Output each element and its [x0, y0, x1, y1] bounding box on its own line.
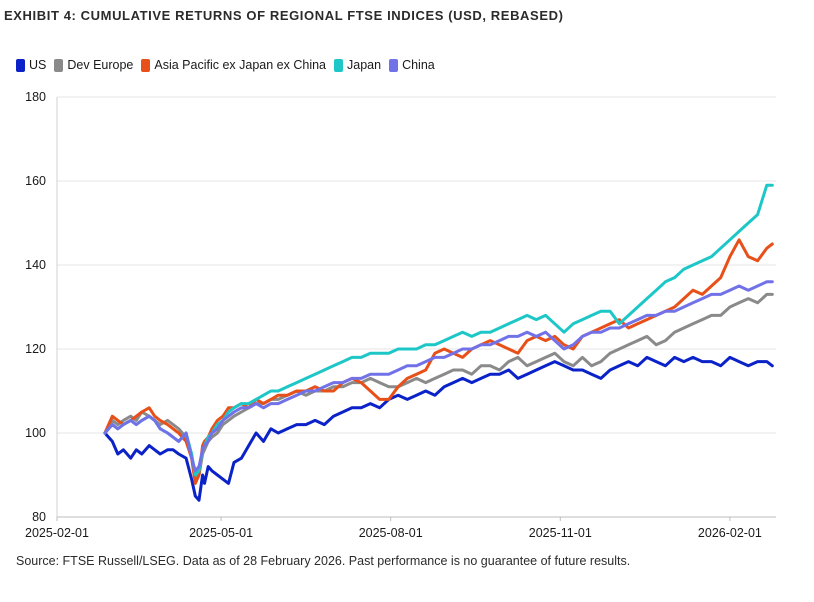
y-tick-label: 100 [25, 426, 46, 440]
legend-swatch [141, 58, 151, 72]
y-tick-label: 120 [25, 342, 46, 356]
y-tick-label: 180 [25, 90, 46, 104]
x-tick-label: 2025-02-01 [25, 526, 89, 540]
chart-title: EXHIBIT 4: CUMULATIVE RETURNS OF REGIONA… [4, 8, 564, 23]
legend-swatch [389, 58, 399, 72]
legend-label: US [29, 58, 47, 72]
legend-swatch [16, 58, 25, 72]
legend-swatch [334, 58, 344, 72]
legend: US Dev Europe Asia Pacific ex Japan ex Chi… [16, 58, 443, 72]
x-tick-label: 2026-02-01 [698, 526, 762, 540]
series-line-japan [103, 183, 774, 477]
legend-label: Dev Europe [67, 58, 134, 72]
source-note: Source: FTSE Russell/LSEG. Data as of 28… [16, 554, 631, 568]
legend-item: US [16, 58, 46, 72]
legend-swatch [54, 58, 64, 72]
legend-label: Asia Pacific ex Japan ex China [154, 58, 327, 72]
series-line-dev-europe [103, 292, 774, 481]
legend-label: Japan [347, 58, 382, 72]
x-tick-label: 2025-05-01 [189, 526, 253, 540]
series-line-us [103, 355, 774, 502]
y-tick-label: 140 [25, 258, 46, 272]
x-tick-label: 2025-11-01 [529, 526, 592, 540]
legend-item: Japan [334, 58, 381, 72]
y-tick-label: 80 [32, 510, 46, 524]
series-line-china [103, 280, 774, 473]
y-tick-label: 160 [25, 174, 46, 188]
legend-item: Dev Europe [54, 58, 133, 72]
legend-item: Asia Pacific ex Japan ex China [141, 58, 326, 72]
legend-label: China [402, 58, 435, 72]
x-tick-label: 2025-08-01 [359, 526, 423, 540]
legend-item: China [389, 58, 435, 72]
